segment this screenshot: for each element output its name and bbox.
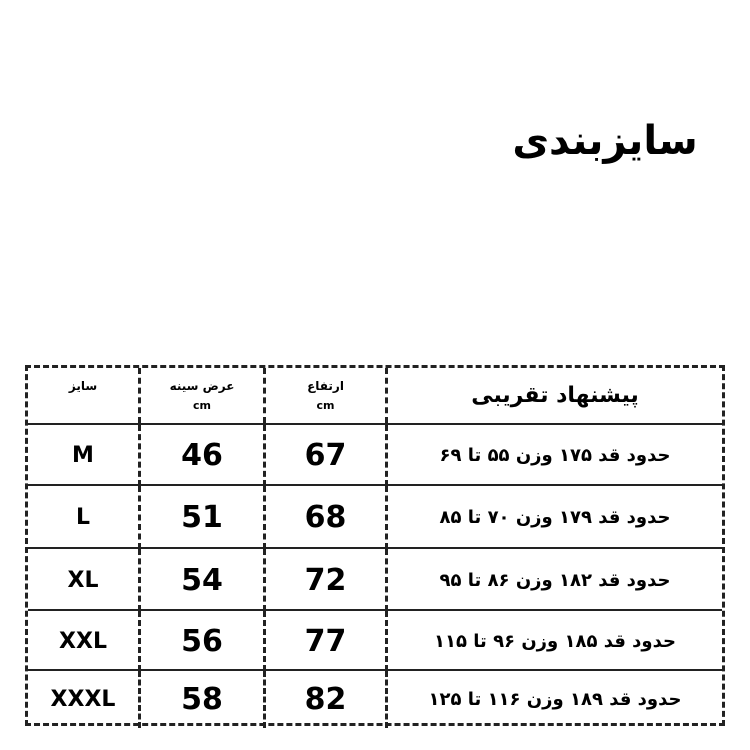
size-value: M (72, 443, 94, 468)
size-cell: L (28, 486, 138, 549)
height-value: 67 (304, 438, 347, 473)
header-chest-label: عرض سینه (169, 379, 235, 393)
size-value: XXXL (50, 687, 116, 712)
suggestion-cell: حدود قد ۱۸۲ وزن ۸۶ تا ۹۵ (385, 549, 722, 611)
size-cell: XXL (28, 611, 138, 671)
chest-value: 56 (181, 623, 223, 659)
height-value: 72 (304, 562, 347, 598)
chest-cell: 54 (138, 549, 263, 611)
chest-value: 54 (181, 562, 223, 598)
size-table: سایز عرض سینه cm ارتفاع cm پیشنهاد تقریبی … (25, 365, 725, 728)
header-suggestion-label: پیشنهاد تقریبی (471, 383, 639, 408)
header-height-label: ارتفاع (307, 379, 344, 393)
header-size: سایز (28, 368, 138, 423)
chest-value: 51 (181, 500, 223, 535)
height-value: 82 (304, 682, 347, 717)
height-cell: 68 (263, 486, 385, 549)
header-size-label: سایز (68, 379, 98, 393)
height-cell: 72 (263, 549, 385, 611)
chest-cell: 46 (138, 425, 263, 486)
suggestion-text: حدود قد ۱۸۹ وزن ۱۱۶ تا ۱۲۵ (428, 689, 682, 710)
height-cell: 77 (263, 611, 385, 671)
chest-value: 46 (181, 438, 223, 473)
chest-cell: 58 (138, 671, 263, 728)
size-cell: XL (28, 549, 138, 611)
suggestion-text: حدود قد ۱۷۹ وزن ۷۰ تا ۸۵ (439, 507, 671, 528)
header-height: ارتفاع cm (263, 368, 385, 423)
chest-cell: 51 (138, 486, 263, 549)
header-chest-unit: cm (193, 399, 211, 412)
header-chest: عرض سینه cm (138, 368, 263, 423)
suggestion-text: حدود قد ۱۸۵ وزن ۹۶ تا ۱۱۵ (434, 630, 676, 652)
header-height-unit: cm (316, 399, 335, 412)
suggestion-text: حدود قد ۱۷۵ وزن ۵۵ تا ۶۹ (439, 445, 671, 466)
suggestion-text: حدود قد ۱۸۲ وزن ۸۶ تا ۹۵ (439, 569, 671, 591)
table-row: XXXL 58 82 حدود قد ۱۸۹ وزن ۱۱۶ تا ۱۲۵ (28, 669, 722, 728)
height-cell: 67 (263, 425, 385, 486)
chest-value: 58 (181, 682, 223, 717)
table-row: L 51 68 حدود قد ۱۷۹ وزن ۷۰ تا ۸۵ (28, 484, 722, 549)
table-header: سایز عرض سینه cm ارتفاع cm پیشنهاد تقریبی (28, 368, 722, 423)
table-row: XL 54 72 حدود قد ۱۸۲ وزن ۸۶ تا ۹۵ (28, 547, 722, 611)
size-cell: XXXL (28, 671, 138, 728)
height-value: 77 (304, 623, 347, 659)
table-row: XXL 56 77 حدود قد ۱۸۵ وزن ۹۶ تا ۱۱۵ (28, 609, 722, 671)
page-title: سایزبندی (512, 118, 698, 164)
height-value: 68 (304, 500, 347, 535)
size-cell: M (28, 425, 138, 486)
height-cell: 82 (263, 671, 385, 728)
header-suggestion: پیشنهاد تقریبی (385, 368, 722, 423)
chest-cell: 56 (138, 611, 263, 671)
size-value: L (75, 505, 91, 530)
suggestion-cell: حدود قد ۱۸۵ وزن ۹۶ تا ۱۱۵ (385, 611, 722, 671)
size-value: XL (67, 567, 99, 593)
size-value: XXL (59, 628, 107, 654)
suggestion-cell: حدود قد ۱۷۵ وزن ۵۵ تا ۶۹ (385, 425, 722, 486)
table-row: M 46 67 حدود قد ۱۷۵ وزن ۵۵ تا ۶۹ (28, 423, 722, 486)
suggestion-cell: حدود قد ۱۸۹ وزن ۱۱۶ تا ۱۲۵ (385, 671, 722, 728)
suggestion-cell: حدود قد ۱۷۹ وزن ۷۰ تا ۸۵ (385, 486, 722, 549)
